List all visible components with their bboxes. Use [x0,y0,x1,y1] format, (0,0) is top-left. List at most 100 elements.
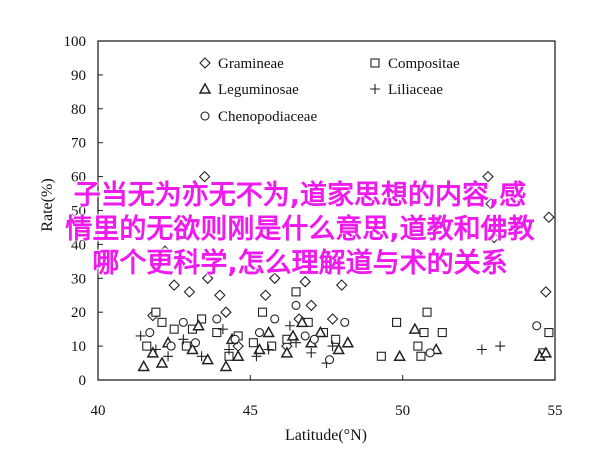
leguminosae-point [231,349,245,362]
leguminosae-point [408,322,422,334]
liliaceae-point [327,341,338,352]
chenopodiaceae-point [300,331,310,341]
chenopodiaceae-point [166,341,176,351]
gramineae-point [259,289,272,302]
chenopodiaceae-point [178,317,188,327]
liliaceae-point [224,344,235,355]
gramineae-point [183,286,196,298]
x-tick-label: 55 [548,403,563,419]
chenopodiaceae-point [230,334,240,344]
legend-marker-gramineae [199,57,211,69]
chenopodiaceae-point [254,327,265,338]
series-leguminosae [137,315,553,372]
x-tick-label: 45 [243,403,258,419]
legend-marker-chenopodiaceae [200,111,210,121]
compositae-point [257,307,268,317]
overlay-line-3: 哪个更科学,怎么理解道与术的关系 [92,248,508,279]
y-tick-label: 90 [71,68,86,84]
liliaceae-point [306,347,317,358]
compositae-point [248,338,258,348]
compositae-point [392,317,402,327]
leguminosae-point [186,342,199,355]
chenopodiaceae-point [212,314,222,324]
leguminosae-point [262,325,275,338]
gramineae-point [488,231,500,244]
x-tick-label: 50 [395,403,410,419]
compositae-point [291,287,301,297]
legend-label-leguminosae: Leguminosae [218,82,299,98]
chenopodiaceae-point [291,300,301,310]
compositae-point [151,307,161,317]
y-tick-label: 10 [71,339,86,355]
liliaceae-point [217,324,228,335]
liliaceae-point [476,344,487,355]
leguminosae-point [539,346,553,358]
y-tick-label: 40 [71,237,86,253]
gramineae-point [299,275,311,288]
legend-marker-liliaceae [370,84,380,94]
overlay-line-2: 情里的无欲则刚是什么意思,道教和佛教 [65,214,535,245]
y-axis-label: Rate(%) [39,178,56,231]
leguminosae-point [192,319,205,331]
gramineae-point [543,211,555,224]
compositae-point [413,341,423,351]
x-tick-label: 40 [91,403,106,419]
liliaceae-point [284,320,295,331]
leguminosae-point [137,359,150,372]
leguminosae-point [314,325,327,338]
legend-marker-compositae [370,58,380,68]
chenopodiaceae-point [324,355,335,365]
x-axis-ticks: 40 45 50 55 [91,375,563,419]
gramineae-point [485,197,497,210]
y-tick-label: 100 [64,34,87,50]
leguminosae-point [393,349,406,362]
gramineae-point [305,299,318,312]
chenopodiaceae-point [532,321,542,331]
y-tick-label: 60 [71,170,86,186]
gramineae-point [198,170,211,183]
leguminosae-point [286,329,300,341]
chenopodiaceae-point [270,314,280,324]
legend: Gramineae Compositae Leguminosae Liliaceae C… [198,56,460,125]
x-axis-label: Latitude(°N) [285,427,367,444]
leguminosae-point [253,342,266,355]
compositae-point [331,334,341,344]
data-points [135,170,555,372]
gramineae-point [335,279,348,291]
gramineae-point [482,170,494,183]
y-tick-label: 0 [79,373,87,389]
compositae-point [169,324,179,334]
compositae-point [267,341,277,351]
legend-marker-leguminosae [198,82,212,94]
legend-label-chenopodiaceae: Chenopodiaceae [218,109,317,125]
gramineae-point [220,306,232,318]
leguminosae-point [280,346,294,358]
legend-label-liliaceae: Liliaceae [388,82,443,98]
compositae-point [422,307,432,317]
leguminosae-point [295,315,309,328]
leguminosae-point [332,342,345,355]
compositae-point [142,341,152,351]
chenopodiaceae-point [425,348,435,358]
liliaceae-point [178,334,189,345]
compositae-point [197,314,207,324]
liliaceae-point [196,351,207,362]
compositae-point [437,327,447,338]
compositae-point [376,351,386,361]
compositae-point [212,327,222,338]
liliaceae-point [135,330,146,341]
chenopodiaceae-point [145,327,155,338]
overlay-line-1: 子当无为亦无不为,道家思想的内容,感 [73,180,527,211]
chenopodiaceae-point [309,334,319,344]
compositae-point [419,327,429,338]
compositae-point [416,351,426,361]
gramineae-point [159,245,171,257]
leguminosae-point [155,356,169,368]
y-tick-label: 70 [71,136,86,152]
legend-label-gramineae: Gramineae [218,56,284,72]
leguminosae-point [201,353,214,365]
liliaceae-point [495,341,506,352]
liliaceae-point [163,351,174,362]
chenopodiaceae-point [340,317,350,327]
series-chenopodiaceae [145,300,542,365]
